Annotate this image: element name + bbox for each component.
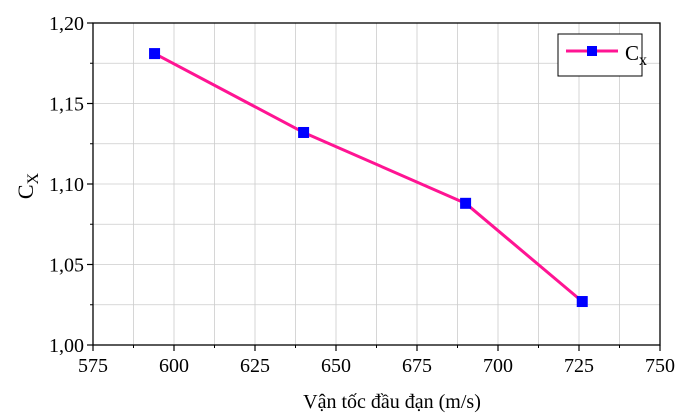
legend: Cx [557,33,647,77]
legend-box [557,33,643,77]
y-tick-label: 1,20 [49,13,84,35]
data-point [576,296,588,308]
legend-label-main: C [625,41,639,65]
y-axis-title-main: C [13,184,38,199]
y-tick-label: 1,05 [49,255,84,277]
y-tick-label: 1,10 [49,174,84,196]
data-point [149,48,161,60]
data-series [149,48,588,308]
legend-label: Cx [625,41,647,69]
y-tick-label: 1,00 [49,335,84,357]
x-tick-label: 600 [159,355,189,377]
series-line [153,52,584,303]
x-axis-title: Vận tốc đầu đạn (m/s) [303,391,481,413]
x-tick-label: 575 [78,355,108,377]
x-tick-label: 675 [402,355,432,377]
axis-ticks: 575 600 625 650 675 700 725 750 1,00 1,05 1,10 1,15… [49,13,675,377]
data-point [298,126,310,138]
y-axis-title-sub: X [25,172,42,184]
x-tick-label: 650 [321,355,351,377]
legend-label-sub: x [639,52,647,69]
x-tick-label: 625 [240,355,270,377]
x-tick-label: 750 [645,355,675,377]
y-axis-title: CX [13,172,42,199]
x-tick-label: 700 [483,355,513,377]
legend-marker-swatch [587,46,597,56]
x-tick-label: 725 [564,355,594,377]
data-point [460,197,472,209]
y-tick-label: 1,15 [49,94,84,116]
